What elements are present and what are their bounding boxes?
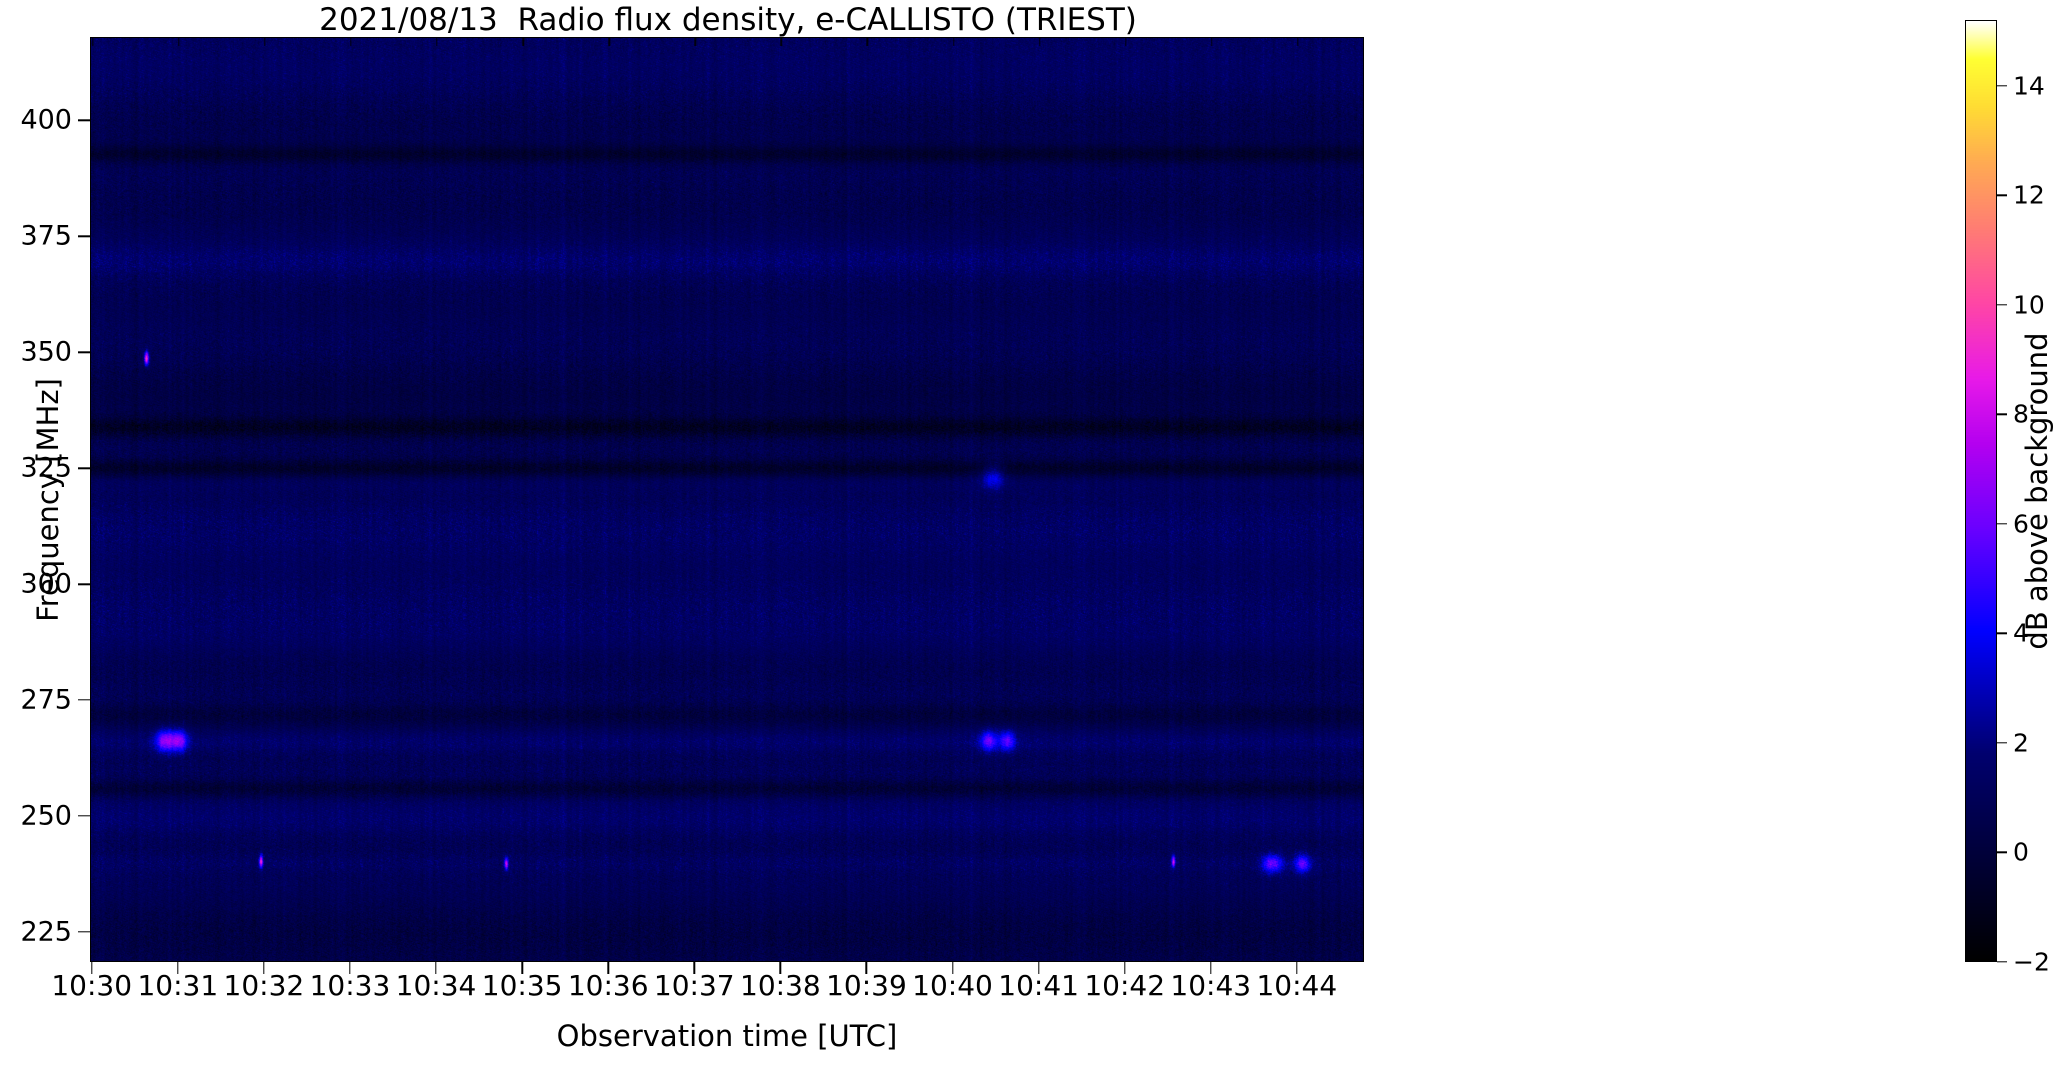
colorbar-tick-mark <box>1997 304 2007 306</box>
colorbar-tick-mark <box>1997 523 2007 525</box>
colorbar-tick-label: 6 <box>2013 509 2029 539</box>
x-tick-mark-top <box>608 38 610 46</box>
x-tick-mark-top <box>522 38 524 46</box>
x-tick-mark <box>779 962 782 974</box>
x-tick-mark <box>1037 962 1040 974</box>
x-tick-mark <box>1210 962 1212 974</box>
x-tick-mark <box>951 962 954 974</box>
x-tick-label: 10:44 <box>1256 969 1338 1002</box>
x-tick-mark-top <box>178 38 180 46</box>
colorbar[interactable]: −2 0 2 4 6 8 10 12 14 <box>1965 20 2050 977</box>
x-tick-label: 10:33 <box>309 969 391 1002</box>
y-tick-label: 350 <box>20 336 72 368</box>
x-tick-mark <box>177 962 179 974</box>
y-tick-label: 300 <box>20 568 72 600</box>
x-tick-mark <box>435 962 437 974</box>
y-axis-label: Frequency [MHz] <box>31 377 65 622</box>
colorbar-tick-label: 2 <box>2013 728 2029 758</box>
colorbar-tick-label: 14 <box>2013 71 2045 101</box>
colorbar-tick-label: 12 <box>2013 180 2045 210</box>
x-tick-mark <box>91 962 93 974</box>
spectrogram-canvas <box>91 38 1363 961</box>
y-tick-label: 375 <box>20 220 72 252</box>
colorbar-tick-label: 4 <box>2013 618 2029 648</box>
colorbar-gradient <box>1965 20 1997 962</box>
x-tick-mark <box>263 962 265 974</box>
colorbar-tick-label: 10 <box>2013 290 2045 320</box>
y-tick-mark <box>78 235 90 238</box>
colorbar-tick-label: 0 <box>2013 837 2029 867</box>
x-tick-mark <box>693 962 695 974</box>
x-tick-label: 10:31 <box>137 969 219 1002</box>
colorbar-tick-mark <box>1997 961 2007 963</box>
y-tick-mark <box>78 467 90 469</box>
x-tick-label: 10:36 <box>567 969 649 1002</box>
colorbar-tick-mark <box>1997 194 2007 196</box>
y-tick-mark <box>78 815 90 817</box>
x-tick-mark-top <box>694 38 696 46</box>
colorbar-label: dB above background <box>2020 332 2054 650</box>
y-tick-mark <box>78 583 90 585</box>
y-tick-label: 250 <box>20 800 72 832</box>
x-tick-mark-top <box>1297 38 1299 46</box>
x-tick-mark <box>521 962 523 974</box>
x-tick-mark <box>1296 962 1298 974</box>
x-tick-mark-top <box>866 38 869 46</box>
y-tick-mark <box>78 351 90 353</box>
x-tick-mark-top <box>436 38 438 46</box>
x-tick-mark-top <box>952 38 955 46</box>
x-tick-mark-top <box>780 38 783 46</box>
x-tick-mark-top <box>264 38 266 46</box>
y-tick-mark <box>78 931 90 933</box>
x-tick-label: 10:30 <box>51 969 133 1002</box>
colorbar-tick-mark <box>1997 742 2007 744</box>
y-tick-mark <box>78 699 90 701</box>
colorbar-canvas <box>1966 21 1996 961</box>
x-tick-label: 10:42 <box>1084 969 1166 1002</box>
colorbar-tick-label: 8 <box>2013 399 2029 429</box>
y-tick-label: 400 <box>20 104 72 136</box>
x-tick-label: 10:34 <box>395 969 477 1002</box>
x-tick-label: 10:32 <box>223 969 305 1002</box>
x-tick-mark <box>349 962 351 974</box>
y-tick-mark <box>78 119 90 122</box>
x-tick-mark <box>607 962 609 974</box>
x-tick-label: 10:41 <box>998 969 1079 1002</box>
y-tick-label: 275 <box>20 684 72 716</box>
x-tick-mark-top <box>1124 38 1127 46</box>
x-tick-mark-top <box>1211 38 1213 46</box>
colorbar-tick-mark <box>1997 632 2007 635</box>
x-axis-label: Observation time [UTC] <box>556 1019 898 1053</box>
x-tick-mark-top <box>92 38 94 46</box>
colorbar-tick-mark <box>1997 413 2007 416</box>
x-tick-label: 10:40 <box>912 969 993 1002</box>
spectrogram-axes[interactable] <box>90 37 1364 962</box>
x-tick-label: 10:43 <box>1170 969 1252 1002</box>
colorbar-tick-label: −2 <box>2013 947 2050 977</box>
x-tick-label: 10:35 <box>481 969 563 1002</box>
colorbar-tick-mark <box>1997 851 2007 854</box>
colorbar-tick-mark <box>1997 85 2007 87</box>
y-tick-label: 225 <box>20 916 72 948</box>
spectrogram-image <box>91 38 1363 961</box>
x-tick-mark-top <box>1038 38 1041 46</box>
x-tick-mark <box>1123 962 1126 974</box>
y-tick-label: 325 <box>20 452 72 484</box>
x-tick-label: 10:37 <box>653 969 735 1002</box>
x-tick-label: 10:39 <box>826 969 907 1002</box>
x-tick-mark-top <box>350 38 352 46</box>
figure-title: 2021/08/13 Radio flux density, e-CALLIST… <box>319 2 1137 38</box>
x-tick-mark <box>865 962 868 974</box>
x-tick-label: 10:38 <box>740 969 821 1002</box>
